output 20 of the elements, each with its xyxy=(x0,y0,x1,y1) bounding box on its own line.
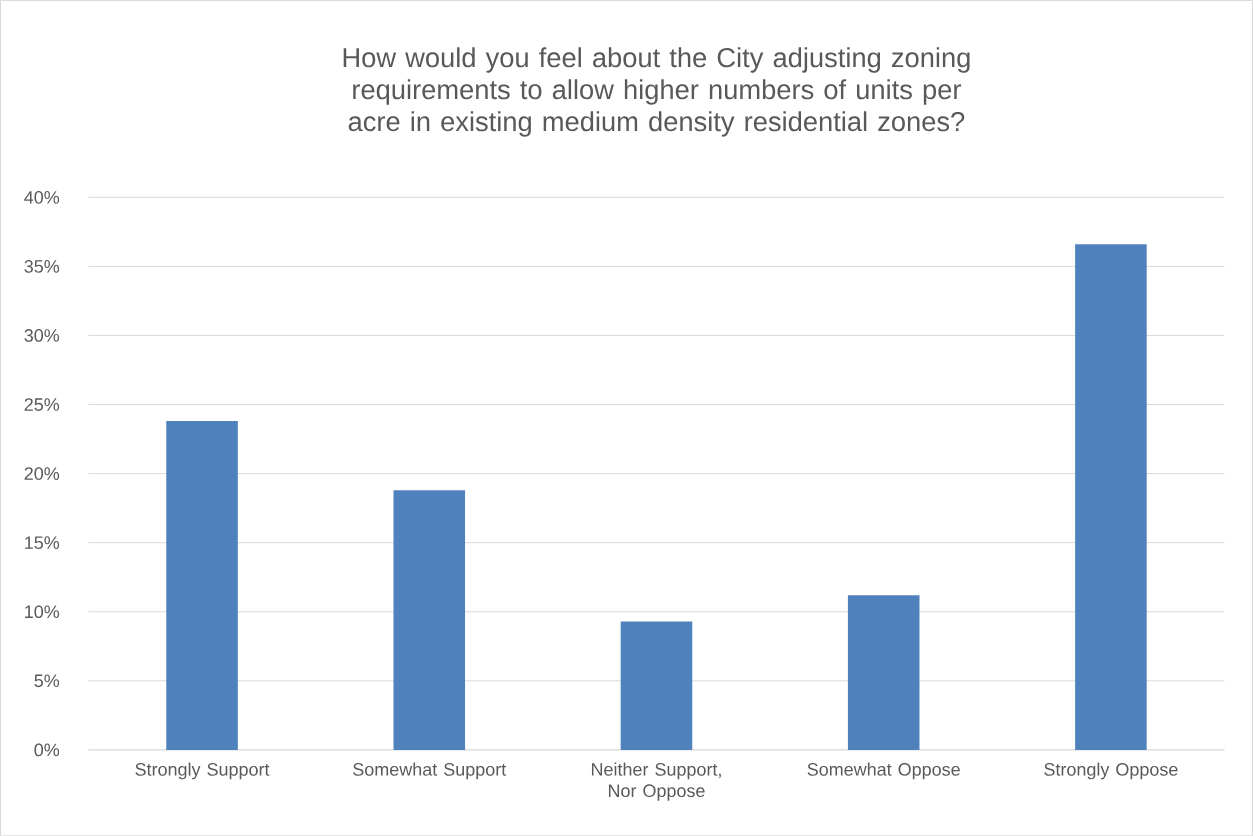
bar xyxy=(393,490,466,750)
chart-title: How would you feel about the City adjusting zoning requirements to allow higher numbers of units per acre in existing medium density residential zones? xyxy=(343,47,970,137)
y-tick-label: 15% xyxy=(25,536,60,549)
y-tick-label: 5% xyxy=(34,674,60,687)
x-tick-label: Somewhat Support xyxy=(353,762,507,780)
x-tick-label: Strongly Support xyxy=(135,762,270,780)
y-tick-label: 20% xyxy=(24,467,60,480)
y-tick-label: 10% xyxy=(25,605,60,618)
y-tick-label: 0% xyxy=(34,743,60,757)
y-tick-label: 40% xyxy=(24,190,60,204)
y-tick-label: 30% xyxy=(24,328,60,342)
bar xyxy=(166,420,238,750)
x-tick-label: Strongly Oppose xyxy=(1044,762,1178,780)
bar xyxy=(847,595,920,750)
y-tick-label: 35% xyxy=(24,259,60,273)
x-tick-label: Somewhat Oppose xyxy=(807,762,960,780)
bar xyxy=(620,621,693,750)
y-tick-label: 25% xyxy=(24,398,60,411)
bar xyxy=(1075,244,1147,750)
x-tick-label: Neither Support, Nor Oppose xyxy=(591,762,721,801)
